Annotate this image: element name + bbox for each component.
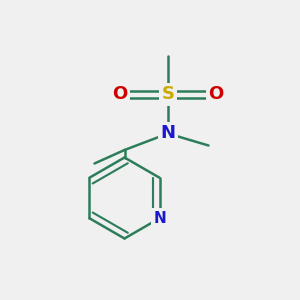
Text: S: S (161, 85, 175, 103)
Text: N: N (153, 211, 166, 226)
Text: O: O (208, 85, 224, 103)
Text: N: N (160, 124, 175, 142)
Text: O: O (112, 85, 128, 103)
